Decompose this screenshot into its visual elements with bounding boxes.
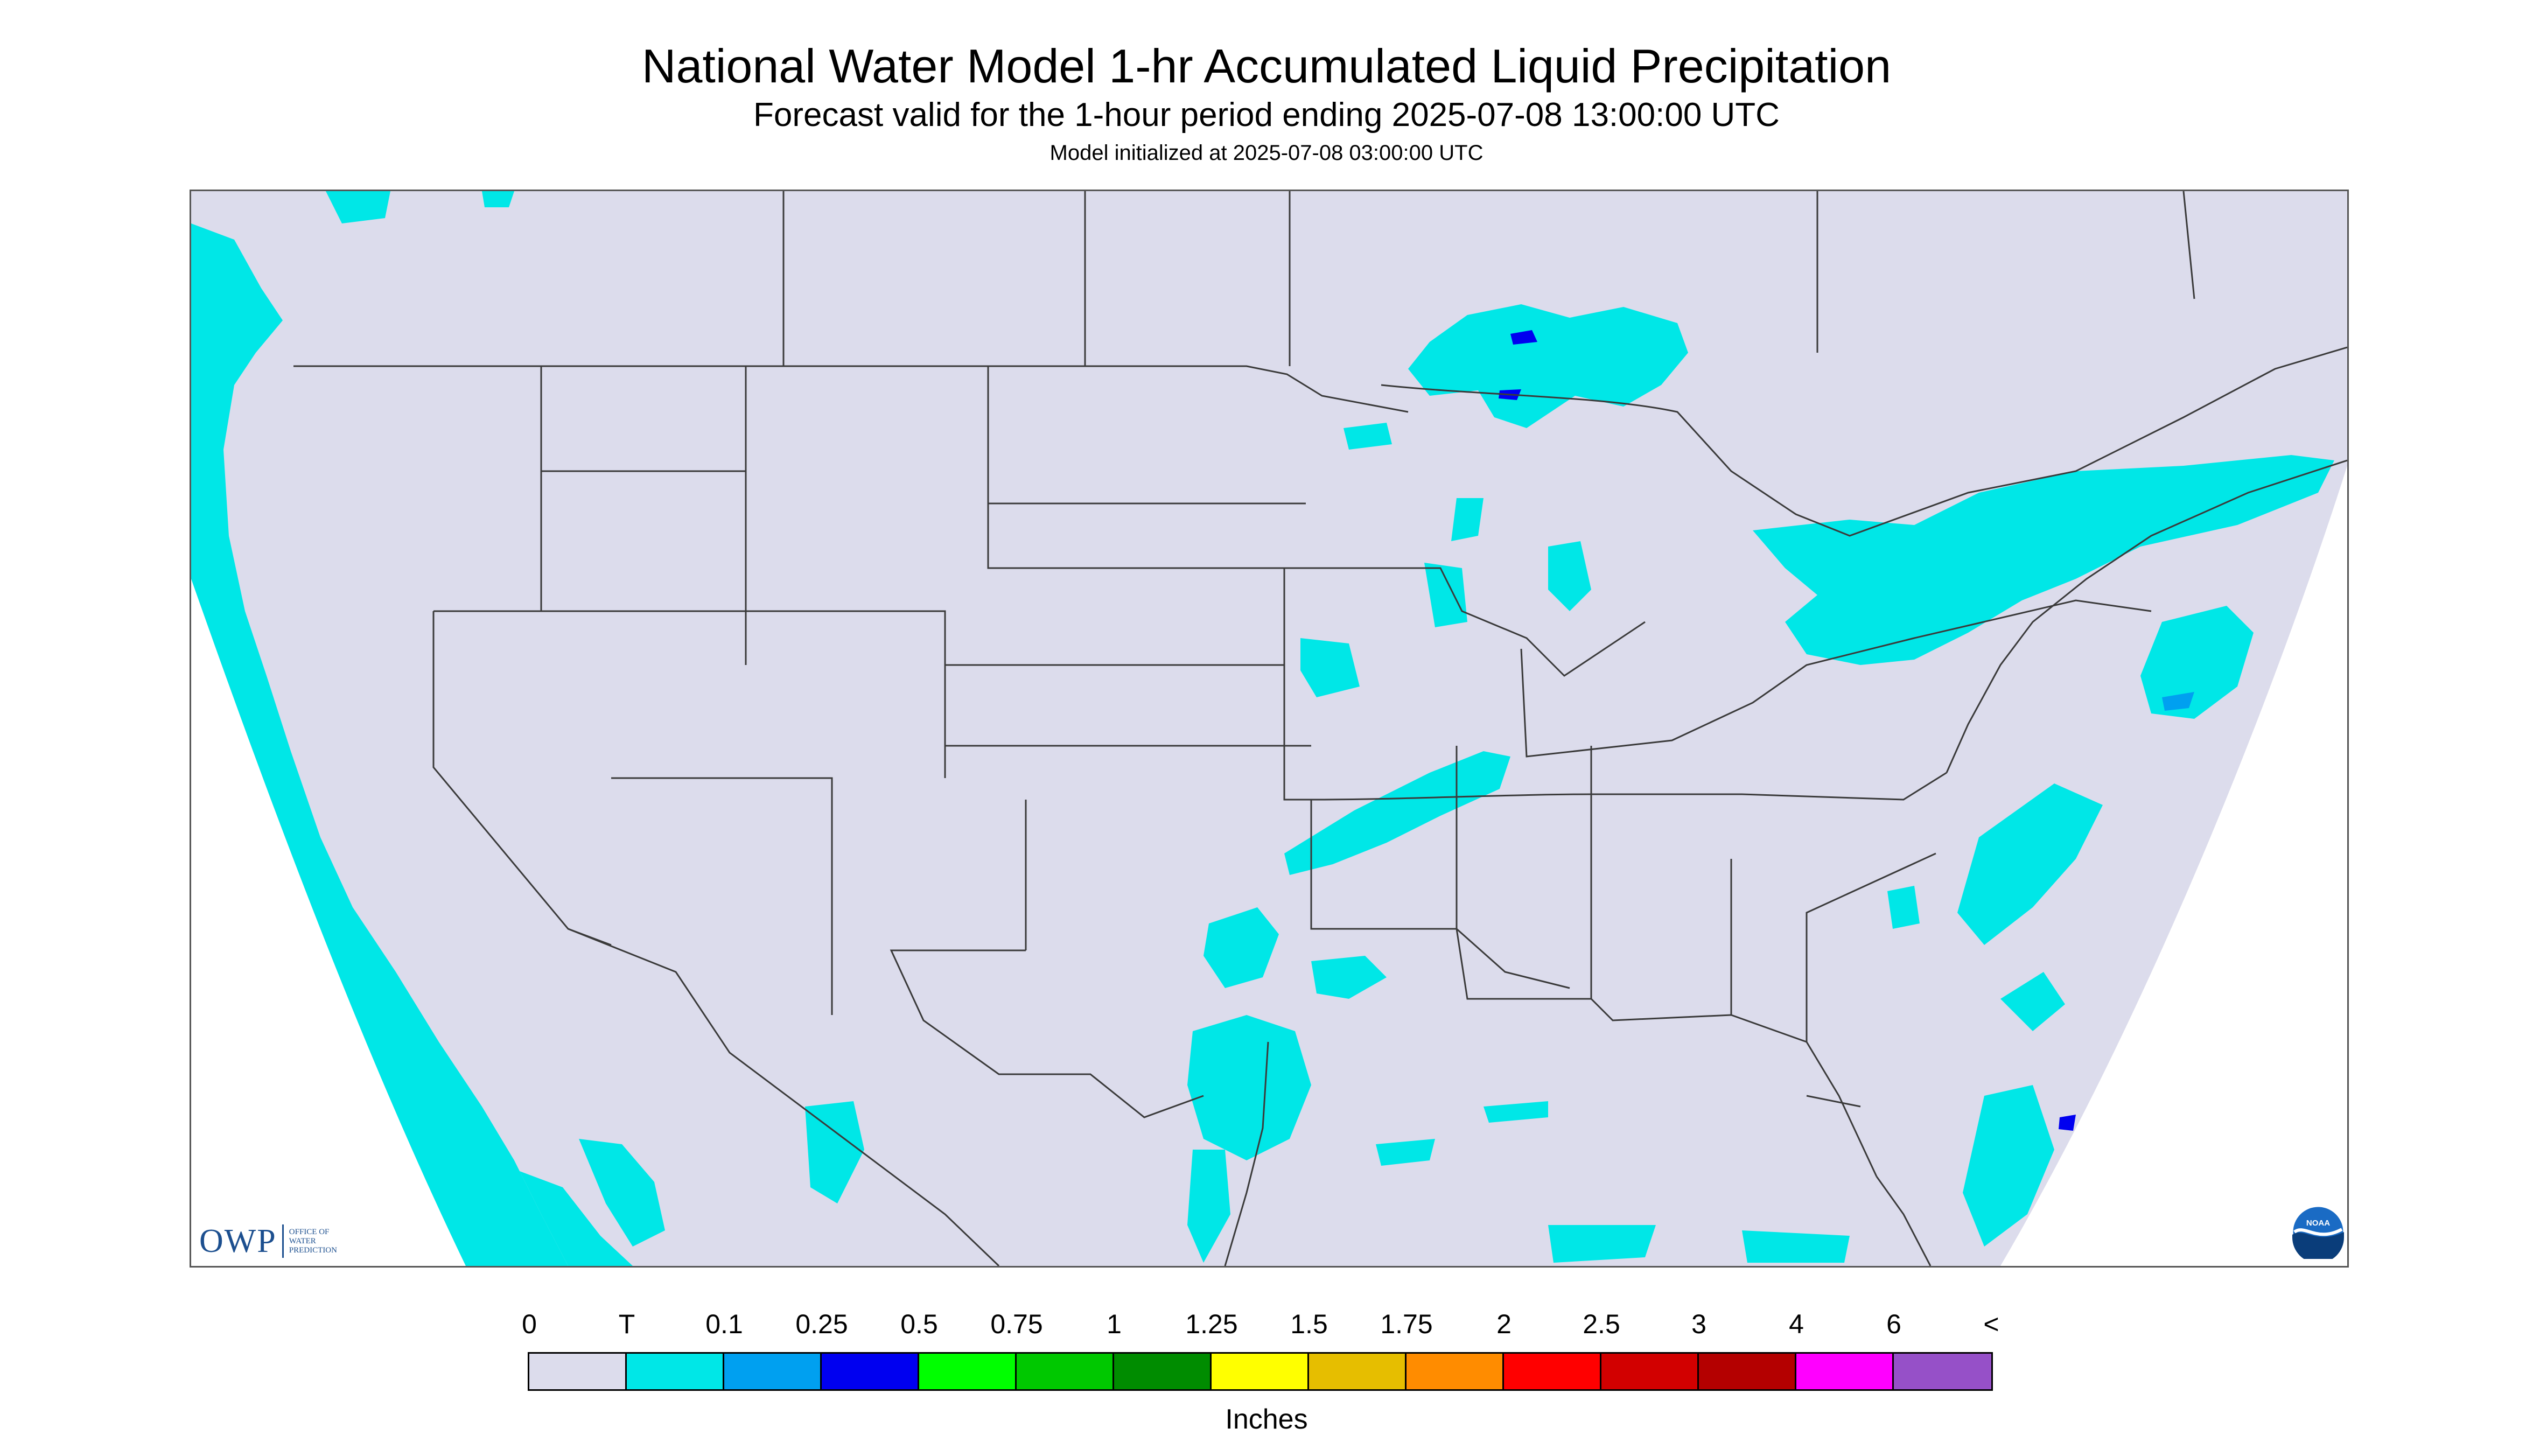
legend-swatch [919,1354,1017,1389]
legend-swatch [1796,1354,1894,1389]
legend-swatch [1504,1354,1601,1389]
precip-mexico-gulf [1187,1150,1230,1263]
legend-swatch [627,1354,724,1389]
precip-louisiana-coast [1311,956,1387,999]
precip-atlantic-south [1963,972,2065,1247]
legend-tick-label: 1.75 [1380,1309,1433,1339]
precip-gulf-central [1376,1101,1548,1166]
legend-swatch [1894,1354,1991,1389]
legend-swatch [1699,1354,1796,1389]
legend-swatch [1407,1354,1504,1389]
owp-abbrev: OWP [199,1222,277,1259]
precip-illinois [1424,563,1467,627]
legend-tick-label: < [1983,1309,1999,1339]
precip-bahamas [1548,1225,1850,1263]
precip-lake-superior [1408,304,1688,428]
legend-swatch [822,1354,919,1389]
legend-tick-label: 3 [1691,1309,1706,1339]
model-domain [191,191,2347,1266]
precip-michigan [1548,541,1591,611]
precip-texas-coast [1203,907,1279,988]
precipitation-map [190,190,2349,1268]
precip-atlantic-offshore [1957,783,2103,945]
legend-swatch [724,1354,822,1389]
legend-swatch [529,1354,627,1389]
boundary-lines [293,191,2347,1266]
legend-tick-label: 1.5 [1290,1309,1328,1339]
map-subtitle: Forecast valid for the 1-hour period end… [753,96,1780,134]
noaa-logo-icon: NOAA [2291,1205,2345,1259]
legend-units: Inches [1225,1404,1308,1435]
precip-ozarks-band [1284,751,1510,875]
precip-baja-coast [520,1171,633,1266]
precip-pacific-coast [191,223,568,1266]
legend-swatch [1114,1354,1212,1389]
legend-swatch [1601,1354,1699,1389]
legend-tick-label: 0.25 [795,1309,848,1339]
noaa-label: NOAA [2306,1219,2330,1228]
legend-tick-label: 1 [1107,1309,1122,1339]
owp-logo: OWP OFFICE OF WATER PREDICTION [199,1222,354,1260]
map-canvas [191,191,2347,1266]
legend-tick-label: T [618,1309,635,1339]
legend-tick-label: 0 [522,1309,537,1339]
legend-colorbar [528,1352,1993,1391]
legend-swatch [1017,1354,1114,1389]
legend-swatch [1212,1354,1309,1389]
owp-separator [282,1224,284,1258]
legend-tick-label: 1.25 [1185,1309,1238,1339]
precip-wisconsin [1344,423,1484,541]
precip-carolina [1887,886,1920,929]
precip-heavy-ne [2162,692,2194,711]
precip-gulf-texas [1187,1015,1311,1160]
precip-mexico-west [805,1101,864,1203]
legend-swatch [1309,1354,1407,1389]
precip-pacific-small [579,1139,665,1247]
model-init-time: Model initialized at 2025-07-08 03:00:00… [1049,141,1484,165]
legend-tick-label: 2.5 [1583,1309,1620,1339]
legend-tick-label: 0.1 [705,1309,743,1339]
precip-heavy-superior [1499,330,1537,400]
legend-tick-label: 4 [1789,1309,1804,1339]
precip-new-england [2140,606,2254,719]
legend-tick-label: 0.5 [900,1309,938,1339]
precip-nw-canada [326,191,514,223]
legend-tick-label: 0.75 [990,1309,1043,1339]
precip-heavy-atlantic [2059,1115,2076,1131]
precip-northeast-band [1753,455,2334,665]
legend-tick-label: 6 [1886,1309,1901,1339]
precip-iowa [1300,638,1360,697]
map-title: National Water Model 1-hr Accumulated Li… [641,39,1892,93]
owp-full-name: OFFICE OF WATER PREDICTION [289,1227,337,1255]
legend-tick-label: 2 [1496,1309,1512,1339]
